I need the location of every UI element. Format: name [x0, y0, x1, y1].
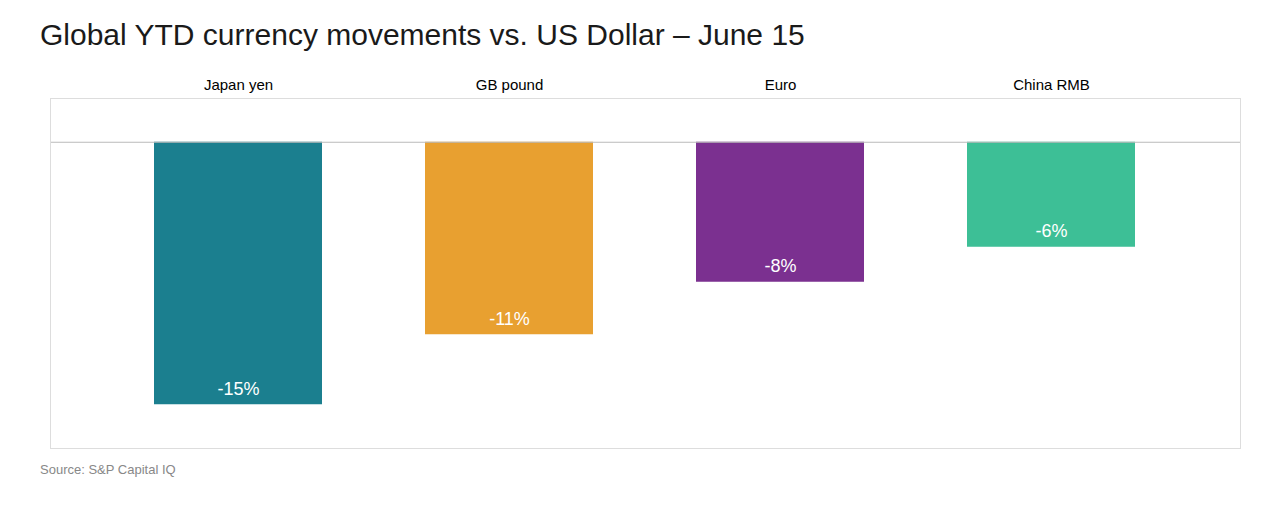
svg-text:-15%: -15%	[217, 379, 259, 399]
html-text:Global YTD currency movements: Global YTD currency movements vs. US Dol…	[40, 18, 805, 51]
svg-text:Japan yen: Japan yen	[204, 76, 273, 93]
html-text:Source: S&P Capital IQ: Source: S&P Capital IQ	[40, 462, 176, 477]
svg-text:-8%: -8%	[764, 256, 796, 276]
svg-text:China RMB: China RMB	[1013, 76, 1090, 93]
svg-text:-6%: -6%	[1035, 221, 1067, 241]
svg-text:Euro: Euro	[765, 76, 797, 93]
svg-text:GB pound: GB pound	[476, 76, 544, 93]
svg-text:-11%: -11%	[489, 309, 530, 329]
